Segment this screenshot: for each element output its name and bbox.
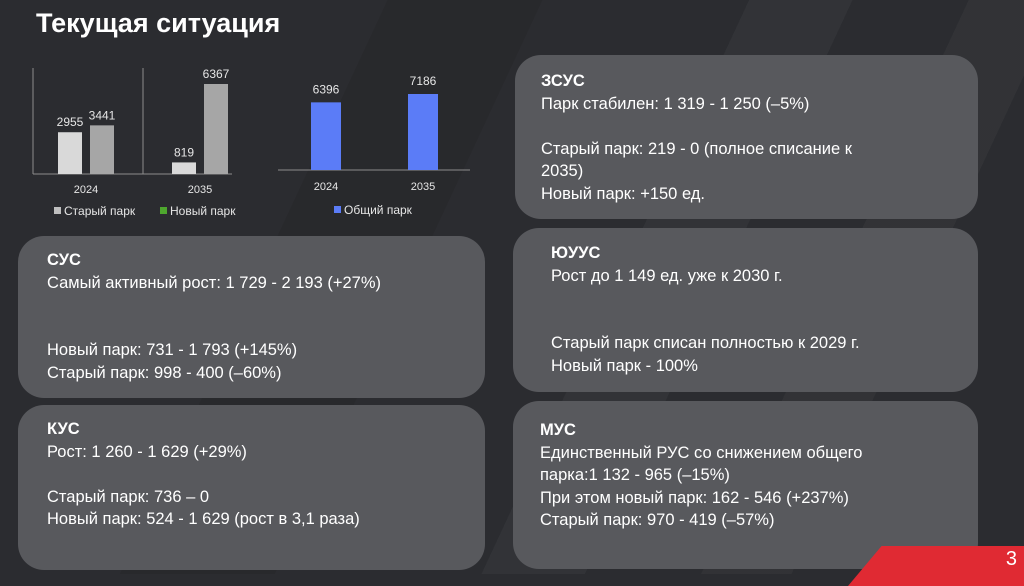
card-kus-line1: Рост: 1 260 - 1 629 (+29%) [47,442,247,461]
card-mus-line4: Старый парк: 970 - 419 (–57%) [540,511,775,529]
card-mus-line2: парка:1 132 - 965 (–15%) [540,466,730,484]
card-zsus-line3: 2035) [541,162,584,180]
chart1-legend-swatch [160,207,167,214]
chart1-data-label: 3441 [89,108,116,122]
card-sus-line1: Самый активный рост: 1 729 - 2 193 (+27%… [47,273,381,292]
chart1-bar-2024-new [90,125,114,174]
chart1-legend-label: Старый парк [64,204,136,218]
chart1-legend-swatch [54,207,61,214]
chart2-bar-2024 [311,102,341,170]
charts-area: 2955 3441 2024 819 6367 2035 Старый парк Новый … [32,67,470,218]
card-zsus-line4: Новый парк: +150 ед. [541,184,705,203]
card-zsus-title: ЗСУС [541,72,585,90]
card-zsus: ЗСУС Парк стабилен: 1 319 - 1 250 (–5%) … [515,55,978,219]
chart2-tick-label-2035: 2035 [411,181,435,193]
card-yuus-title: ЮУУС [551,244,601,262]
chart1-bar-2035-old [172,162,196,174]
chart2-bar-2035 [408,94,438,170]
chart1-data-label: 2955 [57,115,84,129]
chart2-data-label: 7186 [410,74,437,88]
card-zsus-line2: Старый парк: 219 - 0 (полное списание к [541,139,852,158]
card-yuus-line2: Старый парк списан полностью к 2029 г. [551,334,860,352]
card-kus-line2: Старый парк: 736 – 0 [47,487,210,506]
card-yuus-line3: Новый парк - 100% [551,356,698,375]
card-mus-line3: При этом новый парк: 162 - 546 (+237%) [540,488,849,507]
chart1-legend-label: Новый парк [170,204,236,218]
chart2-legend-label: Общий парк [344,203,413,217]
chart1-data-label: 819 [174,145,194,159]
card-sus-title: СУС [47,251,81,269]
card-mus-line1: Единственный РУС со снижением общего [540,443,863,462]
card-sus-line2: Новый парк: 731 - 1 793 (+145%) [47,341,298,359]
card-mus-title: МУС [540,421,576,439]
card-kus: КУС Рост: 1 260 - 1 629 (+29%) Старый па… [18,405,485,570]
card-yuus: ЮУУС Рост до 1 149 ед. уже к 2030 г. Ста… [513,228,978,392]
chart2-data-label: 6396 [313,82,340,96]
card-kus-line3: Новый парк: 524 - 1 629 (рост в 3,1 раза… [47,510,360,528]
chart1-data-label: 6367 [203,67,230,81]
card-sus-line3: Старый парк: 998 - 400 (–60%) [47,363,282,382]
card-kus-title: КУС [47,420,80,438]
chart2-legend-swatch [334,206,341,213]
chart2-tick-label-2024: 2024 [314,181,338,193]
chart1-bar-2024-old [58,132,82,174]
card-mus: МУС Единственный РУС со снижением общего… [513,401,978,569]
slide-number: 3 [1005,548,1017,570]
card-sus: СУС Самый активный рост: 1 729 - 2 193 (… [18,236,485,398]
chart1-bar-2035-new [204,84,228,174]
card-zsus-line1: Парк стабилен: 1 319 - 1 250 (–5%) [541,94,810,113]
chart1-tick-label-2024: 2024 [74,184,98,196]
page-title: Текущая ситуация [36,8,281,38]
chart1-tick-label-2035: 2035 [188,184,212,196]
card-yuus-line1: Рост до 1 149 ед. уже к 2030 г. [551,266,783,285]
